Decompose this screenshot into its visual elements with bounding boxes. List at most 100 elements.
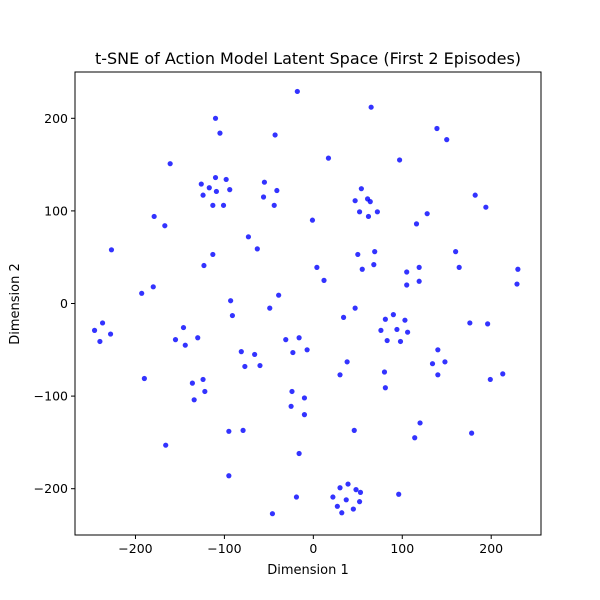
data-point xyxy=(139,290,145,296)
data-point xyxy=(371,262,377,268)
data-point xyxy=(254,246,260,252)
y-tick-label: −100 xyxy=(34,389,68,404)
data-point xyxy=(367,199,373,205)
x-axis-ticks: −200 −100 0 100 200 xyxy=(118,535,503,556)
data-point xyxy=(435,347,441,353)
data-point xyxy=(261,179,268,185)
data-point xyxy=(108,247,115,253)
data-point xyxy=(97,338,103,345)
data-point xyxy=(229,312,236,319)
data-point xyxy=(378,327,384,333)
data-point xyxy=(296,450,302,457)
data-point xyxy=(276,292,282,298)
data-point xyxy=(417,420,423,426)
data-point xyxy=(514,281,520,287)
data-point xyxy=(260,194,267,200)
data-point xyxy=(390,312,396,318)
data-point xyxy=(201,262,207,269)
data-point xyxy=(435,372,441,378)
data-point xyxy=(226,428,232,434)
data-point xyxy=(325,155,332,161)
data-point xyxy=(163,442,169,448)
plot-area-frame xyxy=(74,71,542,536)
data-point xyxy=(294,88,300,95)
data-point xyxy=(180,324,187,331)
data-point xyxy=(191,397,197,403)
points-layer xyxy=(91,88,521,517)
data-point xyxy=(226,473,232,479)
data-point xyxy=(359,266,365,272)
y-axis-ticks: −200 −100 0 100 200 xyxy=(34,111,75,496)
data-point xyxy=(345,481,351,487)
data-point xyxy=(343,497,349,503)
data-point xyxy=(429,361,436,367)
x-tick-label: −100 xyxy=(207,541,241,556)
data-point xyxy=(337,372,343,378)
data-point xyxy=(301,412,308,418)
data-point xyxy=(198,181,204,187)
data-point xyxy=(107,331,114,337)
data-point xyxy=(272,132,278,138)
data-point xyxy=(242,363,248,370)
data-point xyxy=(172,337,179,343)
data-point xyxy=(288,403,294,409)
data-point xyxy=(365,213,372,220)
data-point xyxy=(416,278,422,284)
data-point xyxy=(257,362,263,369)
data-point xyxy=(350,506,356,512)
data-point xyxy=(151,213,157,220)
data-point xyxy=(141,375,147,382)
data-point xyxy=(321,277,327,283)
data-point xyxy=(274,187,280,194)
data-point xyxy=(213,188,219,195)
data-point xyxy=(397,338,404,345)
data-point xyxy=(394,326,400,333)
data-point xyxy=(372,249,378,255)
data-point xyxy=(217,130,223,136)
data-point xyxy=(337,485,343,491)
data-point xyxy=(412,435,418,441)
x-tick-label: 0 xyxy=(309,541,317,556)
data-point xyxy=(227,187,233,193)
data-point xyxy=(467,320,473,326)
data-point xyxy=(472,192,478,198)
data-point xyxy=(397,157,403,163)
data-point xyxy=(456,264,462,270)
data-point xyxy=(289,388,295,395)
x-axis-label: Dimension 1 xyxy=(267,563,349,578)
data-point xyxy=(162,223,168,229)
data-point xyxy=(195,335,201,341)
data-point xyxy=(444,137,450,143)
data-point xyxy=(304,347,310,353)
data-point xyxy=(202,388,208,395)
data-point xyxy=(223,176,229,183)
data-point xyxy=(404,269,410,275)
data-point xyxy=(206,185,212,191)
data-point xyxy=(210,202,216,208)
data-point xyxy=(240,427,246,433)
data-point xyxy=(212,174,219,181)
data-point xyxy=(200,192,206,198)
data-point xyxy=(212,115,219,121)
data-point xyxy=(167,161,173,167)
data-point xyxy=(500,371,506,377)
data-point xyxy=(404,282,410,288)
data-point xyxy=(330,494,336,500)
data-point xyxy=(200,376,206,383)
data-point xyxy=(351,427,357,433)
data-point xyxy=(434,125,440,132)
data-point xyxy=(228,298,234,304)
data-point xyxy=(424,211,430,217)
data-point xyxy=(352,198,358,204)
data-point xyxy=(334,503,340,509)
data-point xyxy=(416,264,422,270)
y-tick-label: 200 xyxy=(44,111,68,126)
data-point xyxy=(314,264,320,270)
data-point xyxy=(339,510,345,516)
data-point xyxy=(220,202,227,208)
data-point xyxy=(238,349,244,355)
data-point xyxy=(356,499,363,505)
y-tick-label: −200 xyxy=(34,481,68,496)
data-point xyxy=(384,337,390,344)
